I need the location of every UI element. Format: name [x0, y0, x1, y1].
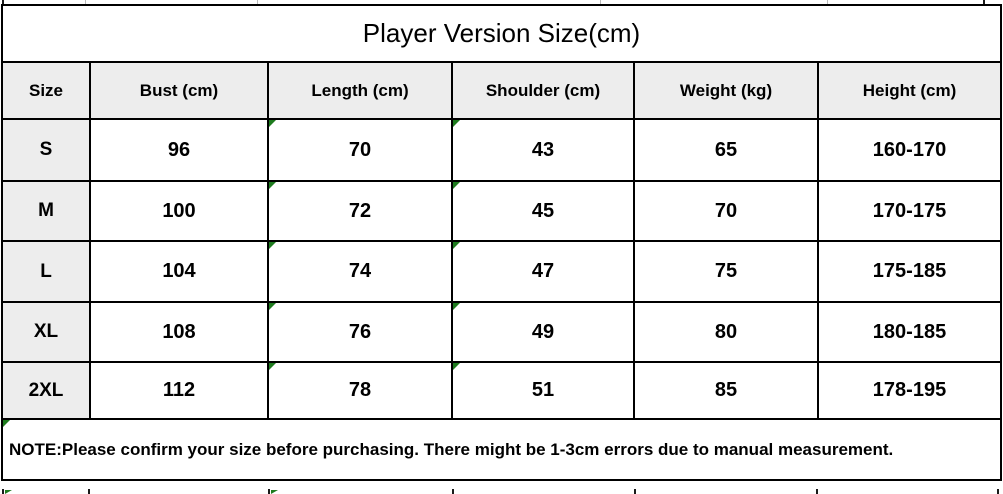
cell-value: 51 [531, 379, 555, 401]
cell-height: 180-185 [817, 301, 1002, 363]
cell-weight: 65 [633, 118, 819, 182]
cell-flag-triangle-icon [454, 243, 460, 249]
col-header-length: Length (cm) [267, 61, 453, 120]
gridline-tick [983, 0, 985, 5]
cell-size: L [1, 240, 91, 303]
cell-size: M [1, 180, 91, 242]
cell-size: 2XL [1, 361, 91, 420]
cell-bust: 100 [89, 180, 269, 242]
col-header-height: Height (cm) [817, 61, 1002, 120]
cell-bust: 108 [89, 301, 269, 363]
cell-flag-triangle-icon [454, 304, 460, 310]
cell-flag-triangle-icon [270, 304, 276, 310]
gridline-tick [88, 489, 90, 494]
cell-value: 70 [348, 138, 372, 161]
table-row: S 96 70 43 65 160-170 [1, 118, 1002, 182]
gridline-tick [634, 489, 636, 494]
cell-value: 72 [348, 199, 372, 222]
cell-flag-triangle-icon [270, 183, 276, 189]
cell-shoulder: 47 [451, 240, 635, 303]
cell-size: S [1, 118, 91, 182]
gridline-tick [997, 489, 999, 494]
cell-length: 72 [267, 180, 453, 242]
gridline-tick [600, 0, 601, 5]
cell-weight: 80 [633, 301, 819, 363]
cell-height: 160-170 [817, 118, 1002, 182]
table-row: 2XL 112 78 51 85 178-195 [1, 361, 1002, 420]
cell-height: 178-195 [817, 361, 1002, 420]
table-row: M 100 72 45 70 170-175 [1, 180, 1002, 242]
cell-length: 76 [267, 301, 453, 363]
gridline-tick [257, 0, 258, 5]
note-text: NOTE:Please confirm your size before pur… [9, 439, 894, 459]
cell-weight: 70 [633, 180, 819, 242]
gridline-tick [2, 489, 4, 494]
cell-bust: 104 [89, 240, 269, 303]
cell-flag-triangle-icon [270, 364, 276, 370]
cell-flag-triangle-icon [271, 490, 278, 494]
cell-length: 78 [267, 361, 453, 420]
col-header-bust: Bust (cm) [89, 61, 269, 120]
cell-length: 74 [267, 240, 453, 303]
gridline-tick [816, 489, 818, 494]
table-title: Player Version Size(cm) [1, 4, 1002, 63]
col-header-size: Size [1, 61, 91, 120]
cell-flag-triangle-icon [454, 364, 460, 370]
cell-bust: 112 [89, 361, 269, 420]
cell-value: 43 [531, 138, 555, 161]
gridline-tick [268, 489, 270, 494]
cell-flag-triangle-icon [5, 490, 12, 494]
cell-weight: 75 [633, 240, 819, 303]
cell-value: 49 [531, 320, 555, 343]
cell-height: 170-175 [817, 180, 1002, 242]
table-row: XL 108 76 49 80 180-185 [1, 301, 1002, 363]
cell-length: 70 [267, 118, 453, 182]
cell-flag-triangle-icon [270, 243, 276, 249]
gridline-tick [452, 489, 454, 494]
cell-value: 74 [348, 260, 372, 282]
cell-height: 175-185 [817, 240, 1002, 303]
cell-flag-triangle-icon [270, 121, 276, 127]
cell-shoulder: 45 [451, 180, 635, 242]
col-header-shoulder: Shoulder (cm) [451, 61, 635, 120]
cell-bust: 96 [89, 118, 269, 182]
cell-flag-triangle-icon [454, 183, 460, 189]
gridline-tick [2, 0, 4, 5]
cell-size: XL [1, 301, 91, 363]
cell-value: 76 [348, 320, 372, 343]
cell-flag-triangle-icon [454, 121, 460, 127]
note-cell: NOTE:Please confirm your size before pur… [1, 418, 1002, 481]
cell-value: 47 [531, 260, 555, 282]
cell-weight: 85 [633, 361, 819, 420]
cell-shoulder: 43 [451, 118, 635, 182]
table-row: L 104 74 47 75 175-185 [1, 240, 1002, 303]
cell-shoulder: 51 [451, 361, 635, 420]
cell-value: 45 [531, 199, 555, 222]
gridline-tick [827, 0, 828, 5]
col-header-weight: Weight (kg) [633, 61, 819, 120]
size-table: Player Version Size(cm) Size Bust (cm) L… [1, 4, 1002, 481]
cell-value: 78 [348, 379, 372, 401]
cell-flag-triangle-icon [4, 421, 10, 427]
gridline-tick [85, 0, 86, 5]
cell-shoulder: 49 [451, 301, 635, 363]
